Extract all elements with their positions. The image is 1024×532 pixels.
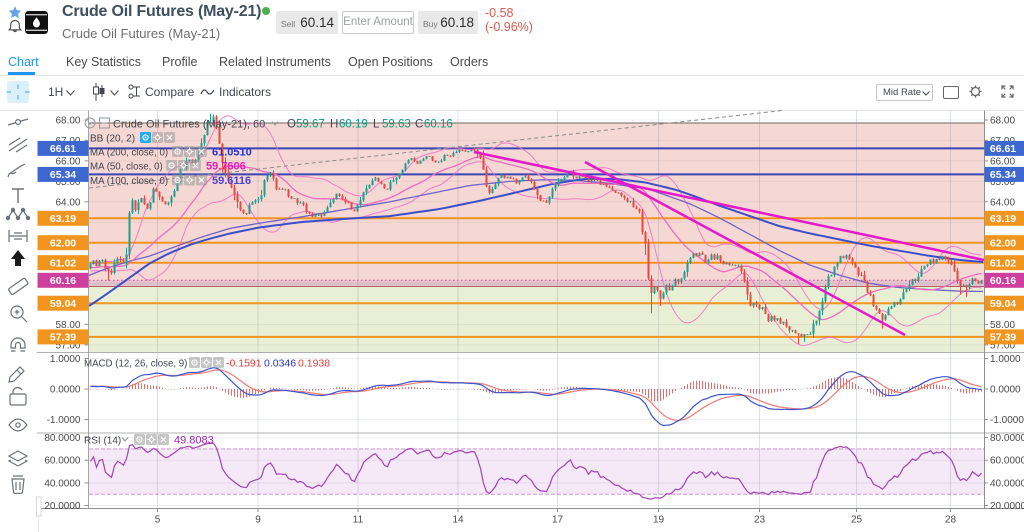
svg-text:MA (50, close, 0): MA (50, close, 0): [90, 162, 163, 173]
svg-text:BB (20, 2): BB (20, 2): [90, 134, 135, 145]
svg-text:28: 28: [945, 515, 957, 526]
svg-text:60.16: 60.16: [990, 275, 1016, 287]
svg-text:1.0000: 1.0000: [50, 354, 81, 365]
svg-text:1.0000: 1.0000: [990, 354, 1021, 365]
svg-text:58.00: 58.00: [55, 320, 80, 331]
svg-text:23: 23: [754, 515, 766, 526]
svg-text:59.04: 59.04: [990, 298, 1016, 310]
svg-text:66.61: 66.61: [50, 143, 76, 155]
svg-text:61.0510: 61.0510: [212, 147, 252, 159]
svg-text:80.0000: 80.0000: [990, 433, 1024, 444]
svg-text:65.00: 65.00: [990, 177, 1015, 188]
svg-text:Crude Oil Futures (May-21), 60: Crude Oil Futures (May-21), 60: [113, 119, 265, 131]
svg-text:20.0000: 20.0000: [44, 501, 81, 512]
svg-text:59.63: 59.63: [382, 119, 411, 131]
svg-text:40.0000: 40.0000: [990, 478, 1024, 489]
svg-text:C: C: [415, 119, 423, 131]
svg-text:49.8083: 49.8083: [174, 435, 214, 447]
svg-text:60.16: 60.16: [424, 119, 453, 131]
svg-text:20.0000: 20.0000: [990, 501, 1024, 512]
svg-text:0.0000: 0.0000: [990, 385, 1021, 396]
svg-text:68.00: 68.00: [55, 116, 80, 127]
svg-text:80.0000: 80.0000: [44, 433, 81, 444]
svg-text:64.00: 64.00: [990, 197, 1015, 208]
svg-text:11: 11: [353, 515, 364, 526]
svg-text:61.02: 61.02: [50, 258, 76, 270]
svg-text:0.0000: 0.0000: [50, 385, 81, 396]
svg-text:40.0000: 40.0000: [44, 478, 81, 489]
svg-text:57.00: 57.00: [990, 340, 1015, 351]
svg-text:-1.0000: -1.0000: [990, 415, 1024, 426]
svg-text:61.02: 61.02: [990, 258, 1016, 270]
svg-text:25: 25: [851, 515, 863, 526]
svg-text:59.04: 59.04: [50, 298, 76, 310]
svg-text:65.00: 65.00: [55, 177, 80, 188]
svg-text:59.67: 59.67: [296, 119, 325, 131]
svg-text:66.00: 66.00: [55, 156, 80, 167]
svg-text:66.61: 66.61: [990, 143, 1016, 155]
svg-text:68.00: 68.00: [990, 116, 1015, 127]
svg-text:62.00: 62.00: [50, 238, 76, 250]
svg-text:65.34: 65.34: [50, 169, 76, 181]
svg-text:63.19: 63.19: [50, 213, 76, 225]
svg-text:60.19: 60.19: [339, 119, 368, 131]
svg-text:62.00: 62.00: [990, 238, 1016, 250]
svg-text:9: 9: [255, 515, 261, 526]
svg-text:MACD (12, 26, close, 9): MACD (12, 26, close, 9): [84, 359, 187, 370]
svg-text:MA (100, close, 0): MA (100, close, 0): [90, 176, 168, 187]
svg-text:60.0000: 60.0000: [990, 456, 1024, 467]
svg-text:17: 17: [552, 515, 564, 526]
svg-text:65.34: 65.34: [990, 169, 1016, 181]
svg-text:H: H: [330, 119, 338, 131]
svg-text:0.1938: 0.1938: [298, 358, 330, 370]
svg-text:14: 14: [452, 515, 464, 526]
svg-text:-0.1591: -0.1591: [226, 358, 262, 370]
svg-text:0.0346: 0.0346: [264, 358, 296, 370]
svg-text:60.0000: 60.0000: [44, 456, 81, 467]
svg-text:19: 19: [653, 515, 665, 526]
svg-text:57.39: 57.39: [990, 332, 1016, 344]
svg-text:O: O: [287, 119, 296, 131]
svg-text:63.19: 63.19: [990, 213, 1016, 225]
svg-text:5: 5: [155, 515, 161, 526]
svg-text:RSI (14): RSI (14): [84, 436, 121, 447]
svg-text:MA (200, close, 0): MA (200, close, 0): [90, 148, 168, 159]
svg-text:60.16: 60.16: [50, 275, 76, 287]
svg-text:58.00: 58.00: [990, 320, 1015, 331]
svg-text:64.00: 64.00: [55, 197, 80, 208]
svg-text:57.39: 57.39: [50, 332, 76, 344]
svg-text:66.00: 66.00: [990, 156, 1015, 167]
svg-text:59.7606: 59.7606: [206, 161, 246, 173]
svg-text:-1.0000: -1.0000: [47, 415, 81, 426]
svg-text:59.6116: 59.6116: [212, 175, 251, 187]
svg-text:L: L: [373, 119, 380, 131]
svg-text:57.00: 57.00: [55, 340, 80, 351]
